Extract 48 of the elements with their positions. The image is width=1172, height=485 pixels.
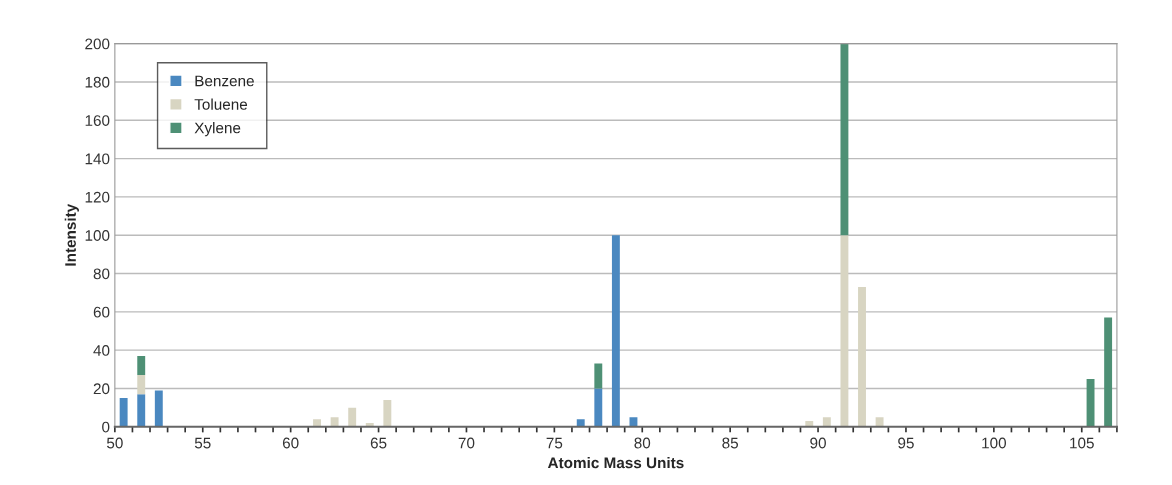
y-tick-label: 80 bbox=[93, 268, 110, 280]
bar bbox=[875, 417, 884, 427]
y-axis-title: Intensity bbox=[64, 203, 79, 266]
bar bbox=[840, 235, 849, 427]
y-tick-label: 160 bbox=[85, 115, 110, 126]
y-tick-label: 40 bbox=[93, 345, 110, 356]
y-tick-label: 200 bbox=[85, 38, 110, 50]
y-tick-label: 180 bbox=[85, 76, 110, 88]
legend-label: Toluene bbox=[194, 98, 248, 110]
y-tick-label: 20 bbox=[93, 383, 110, 395]
x-tick-label: 100 bbox=[982, 437, 1006, 449]
bar bbox=[611, 235, 620, 427]
bar bbox=[137, 375, 146, 395]
bar bbox=[858, 286, 866, 427]
bar bbox=[594, 363, 603, 389]
x-tick-label: 75 bbox=[546, 437, 563, 449]
bar bbox=[313, 419, 321, 427]
bar bbox=[154, 390, 163, 427]
x-tick-label: 60 bbox=[282, 437, 299, 449]
bar bbox=[137, 394, 146, 427]
x-tick-label: 85 bbox=[722, 437, 739, 449]
x-tick-label: 80 bbox=[634, 437, 651, 449]
x-axis-title: Atomic Mass Units bbox=[547, 457, 684, 469]
x-tick-label: 65 bbox=[370, 437, 387, 449]
bar bbox=[576, 419, 585, 427]
x-tick-label: 95 bbox=[898, 437, 914, 449]
bar bbox=[594, 388, 603, 427]
y-tick-label: 120 bbox=[85, 191, 110, 203]
y-tick-label: 60 bbox=[93, 306, 110, 318]
y-tick-label: 0 bbox=[102, 421, 110, 433]
bar bbox=[137, 355, 146, 376]
legend-label: Xylene bbox=[194, 122, 241, 137]
x-tick-label: 50 bbox=[106, 437, 123, 449]
x-tick-label: 70 bbox=[458, 437, 475, 449]
bar bbox=[119, 398, 128, 427]
y-tick-label: 100 bbox=[85, 230, 110, 241]
bar bbox=[840, 43, 849, 236]
bar bbox=[822, 417, 831, 427]
x-tick-label: 55 bbox=[194, 437, 211, 449]
bar bbox=[1086, 378, 1095, 427]
bar bbox=[348, 407, 357, 427]
x-tick-label: 90 bbox=[810, 437, 826, 449]
legend-label: Benzene bbox=[195, 75, 254, 87]
x-tick-label: 105 bbox=[1070, 437, 1094, 449]
bar bbox=[1104, 317, 1113, 427]
y-tick-label: 140 bbox=[85, 153, 110, 165]
bar bbox=[330, 417, 339, 427]
bar bbox=[383, 399, 392, 427]
